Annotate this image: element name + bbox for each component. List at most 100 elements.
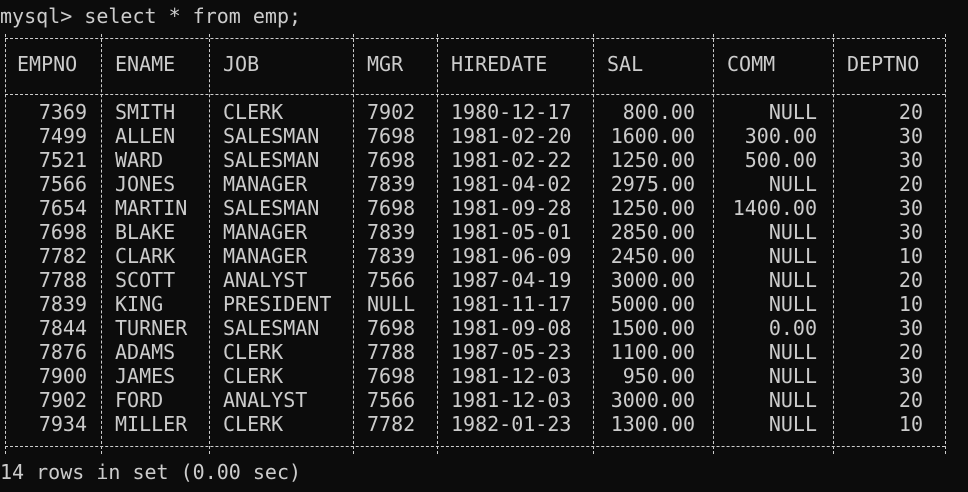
column-separator	[353, 34, 354, 454]
cell-sal: 2975.00	[610, 172, 695, 196]
cell-empno: 7876	[38, 340, 87, 364]
cell-comm: NULL	[768, 268, 817, 292]
cell-mgr: 7782	[367, 412, 416, 436]
cell-job: ANALYST	[223, 388, 308, 412]
cell-job: CLERK	[223, 412, 284, 436]
column-header-ename: ENAME	[115, 52, 176, 76]
cell-mgr: 7839	[367, 172, 416, 196]
cell-deptno: 20	[898, 172, 923, 196]
cell-ename: TURNER	[115, 316, 188, 340]
cell-deptno: 30	[898, 124, 923, 148]
cell-empno: 7788	[38, 268, 87, 292]
column-header-hiredate: HIREDATE	[451, 52, 548, 76]
cell-empno: 7900	[38, 364, 87, 388]
cell-job: SALESMAN	[223, 148, 320, 172]
cell-ename: JONES	[115, 172, 176, 196]
cell-deptno: 20	[898, 268, 923, 292]
cell-mgr: 7566	[367, 268, 416, 292]
cell-ename: BLAKE	[115, 220, 176, 244]
cell-ename: CLARK	[115, 244, 176, 268]
cell-ename: ALLEN	[115, 124, 176, 148]
cell-hiredate: 1981-11-17	[451, 292, 572, 316]
cell-job: MANAGER	[223, 244, 308, 268]
column-separator	[437, 34, 438, 454]
cell-sal: 1250.00	[610, 196, 695, 220]
cell-deptno: 30	[898, 148, 923, 172]
cell-ename: SCOTT	[115, 268, 176, 292]
cell-hiredate: 1987-05-23	[451, 340, 572, 364]
cell-hiredate: 1981-09-08	[451, 316, 572, 340]
cell-ename: MARTIN	[115, 196, 188, 220]
cell-sal: 1300.00	[610, 412, 695, 436]
cell-comm: NULL	[768, 364, 817, 388]
cell-mgr: 7566	[367, 388, 416, 412]
cell-empno: 7369	[38, 100, 87, 124]
table-border-bottom	[5, 446, 945, 447]
cell-comm: 300.00	[744, 124, 817, 148]
cell-empno: 7844	[38, 316, 87, 340]
cell-empno: 7566	[38, 172, 87, 196]
cell-job: CLERK	[223, 364, 284, 388]
cell-mgr: 7839	[367, 244, 416, 268]
cell-deptno: 30	[898, 220, 923, 244]
cell-hiredate: 1981-04-02	[451, 172, 572, 196]
cell-sal: 2450.00	[610, 244, 695, 268]
cell-comm: NULL	[768, 220, 817, 244]
cell-comm: NULL	[768, 292, 817, 316]
cell-deptno: 10	[898, 412, 923, 436]
cell-deptno: 20	[898, 100, 923, 124]
cell-ename: SMITH	[115, 100, 176, 124]
cell-hiredate: 1982-01-23	[451, 412, 572, 436]
cell-sal: 1500.00	[610, 316, 695, 340]
cell-empno: 7521	[38, 148, 87, 172]
cell-mgr: 7698	[367, 316, 416, 340]
column-header-deptno: DEPTNO	[847, 52, 920, 76]
cell-comm: NULL	[768, 340, 817, 364]
cell-hiredate: 1981-09-28	[451, 196, 572, 220]
cell-empno: 7839	[38, 292, 87, 316]
cell-empno: 7499	[38, 124, 87, 148]
cell-deptno: 10	[898, 244, 923, 268]
cell-ename: ADAMS	[115, 340, 176, 364]
cell-deptno: 30	[898, 364, 923, 388]
cell-empno: 7782	[38, 244, 87, 268]
column-header-comm: COMM	[727, 52, 776, 76]
cell-job: SALESMAN	[223, 124, 320, 148]
cell-empno: 7698	[38, 220, 87, 244]
cell-ename: WARD	[115, 148, 164, 172]
column-separator	[945, 34, 946, 454]
cell-comm: NULL	[768, 412, 817, 436]
cell-job: PRESIDENT	[223, 292, 332, 316]
cell-mgr: 7698	[367, 148, 416, 172]
command-prompt: mysql> select * from emp;	[0, 4, 302, 28]
cell-mgr: 7698	[367, 124, 416, 148]
cell-sal: 5000.00	[610, 292, 695, 316]
cell-deptno: 20	[898, 388, 923, 412]
cell-empno: 7934	[38, 412, 87, 436]
table-border-header	[5, 94, 945, 95]
column-separator	[833, 34, 834, 454]
cell-comm: 0.00	[768, 316, 817, 340]
column-separator	[593, 34, 594, 454]
query-result-table: EMPNO ENAME JOB MGR HIREDATE SAL COMM DEPTNO 736…	[5, 34, 946, 454]
column-header-empno: EMPNO	[17, 52, 78, 76]
column-header-job: JOB	[223, 52, 260, 76]
cell-deptno: 30	[898, 196, 923, 220]
cell-ename: KING	[115, 292, 164, 316]
cell-mgr: 7698	[367, 196, 416, 220]
cell-mgr: 7839	[367, 220, 416, 244]
cell-mgr: 7902	[367, 100, 416, 124]
column-header-sal: SAL	[607, 52, 644, 76]
cell-mgr: 7788	[367, 340, 416, 364]
cell-hiredate: 1981-02-22	[451, 148, 572, 172]
cell-hiredate: 1981-05-01	[451, 220, 572, 244]
cell-sal: 3000.00	[610, 268, 695, 292]
cell-hiredate: 1980-12-17	[451, 100, 572, 124]
cell-mgr: NULL	[367, 292, 416, 316]
cell-empno: 7902	[38, 388, 87, 412]
cell-job: SALESMAN	[223, 316, 320, 340]
cell-hiredate: 1981-06-09	[451, 244, 572, 268]
cell-job: CLERK	[223, 340, 284, 364]
cell-deptno: 20	[898, 340, 923, 364]
cell-job: CLERK	[223, 100, 284, 124]
